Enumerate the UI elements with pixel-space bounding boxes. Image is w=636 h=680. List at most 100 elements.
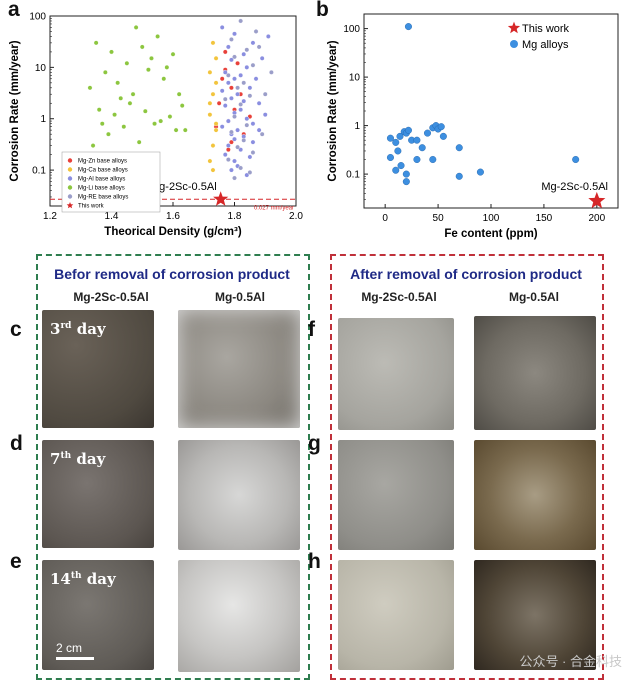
legend-symbol	[67, 194, 73, 199]
data-point	[232, 114, 237, 120]
data-point	[179, 103, 185, 109]
annotation-label: Mg-2Sc-0.5Al	[541, 181, 608, 193]
y-tick-label: 100	[29, 12, 46, 23]
data-point	[225, 147, 231, 153]
photo-c-mg05al	[178, 310, 300, 428]
data-point	[253, 29, 259, 34]
col-head-right-1: Mg-2Sc-0.5Al	[361, 290, 437, 304]
data-point	[418, 144, 426, 152]
data-point	[216, 100, 222, 106]
data-point	[219, 24, 225, 30]
data-point	[93, 40, 99, 46]
legend-entry: Mg-Ca base alloys	[78, 168, 128, 174]
legend-entry: Mg-Li base alloys	[78, 186, 125, 192]
data-point	[402, 170, 410, 178]
data-point	[394, 147, 402, 155]
data-point	[145, 67, 151, 73]
data-point	[213, 55, 219, 61]
data-point	[229, 167, 234, 173]
data-point	[106, 131, 111, 137]
photo-h-mg05al	[474, 560, 596, 670]
data-point	[232, 31, 237, 37]
data-point	[235, 127, 240, 133]
data-point	[229, 37, 234, 42]
data-point	[173, 127, 179, 133]
data-point	[222, 49, 228, 55]
data-point	[256, 127, 262, 133]
data-point	[235, 144, 240, 150]
data-point	[244, 122, 250, 128]
data-point	[262, 91, 268, 97]
data-point	[253, 76, 259, 82]
data-point	[210, 143, 216, 148]
data-point	[238, 107, 244, 113]
photo-g-mg2sc	[338, 440, 454, 550]
data-point	[87, 85, 93, 91]
panel-label-h: h	[308, 550, 321, 573]
data-point	[219, 88, 225, 94]
data-point	[232, 175, 237, 181]
legend-symbol	[67, 167, 73, 172]
x-tick-label: 150	[536, 213, 553, 224]
data-point	[229, 139, 234, 145]
x-tick-label: 200	[588, 213, 605, 224]
y-axis-label: Corrosion Rate (mm/year)	[9, 40, 21, 181]
data-point	[229, 129, 234, 135]
y-tick-label: 1	[354, 121, 360, 132]
y-tick-label: 10	[349, 73, 361, 84]
x-tick-label: 0	[382, 213, 388, 224]
data-point	[142, 108, 148, 114]
data-point	[118, 95, 124, 101]
data-point	[250, 139, 256, 145]
panel-label-f: f	[308, 318, 315, 341]
data-point	[167, 114, 173, 120]
data-point-star	[213, 191, 229, 206]
data-point	[139, 44, 145, 50]
photo-h-mg2sc	[338, 560, 454, 670]
data-point	[109, 49, 114, 55]
data-point	[225, 143, 231, 148]
photo-d-mg05al	[178, 440, 300, 550]
data-point	[164, 64, 170, 70]
data-point	[386, 134, 394, 142]
data-point	[250, 150, 256, 155]
data-point	[158, 118, 164, 124]
photo-d-mg2sc: 7th day	[42, 440, 154, 548]
data-point	[396, 132, 404, 140]
legend-entry: Mg-RE base alloys	[78, 195, 128, 201]
data-point	[207, 69, 213, 75]
chart-a: 0.027 mm/year 1.2 1.4 1.6 1.8 2.0 0.1 1 10 100 The…	[9, 12, 303, 239]
legend-box	[506, 16, 606, 54]
photo-f-mg05al	[474, 316, 596, 430]
data-point	[133, 24, 139, 30]
data-point	[455, 144, 463, 152]
reference-line-label: 0.027 mm/year	[254, 205, 294, 211]
day-label-d: 7th day	[50, 450, 106, 468]
data-point	[232, 54, 237, 60]
data-point	[244, 47, 250, 53]
data-point	[232, 158, 237, 164]
y-tick-label: 1	[40, 114, 46, 125]
panel-label-a: a	[8, 0, 20, 21]
data-point	[210, 91, 216, 97]
legend-entry: This work	[522, 23, 570, 35]
data-point	[235, 60, 240, 66]
data-point	[268, 69, 274, 75]
right-dashed-frame	[330, 254, 604, 680]
panel-label-e: e	[10, 550, 22, 573]
data-point	[99, 121, 105, 127]
data-point	[397, 162, 405, 170]
data-point	[572, 155, 580, 163]
photo-g-mg05al	[474, 440, 596, 550]
data-point	[437, 123, 445, 131]
x-tick-label: 2.0	[289, 211, 303, 222]
y-tick-label: 0.1	[32, 166, 46, 177]
y-axis-label: Corrosion Rate (mm/year)	[327, 40, 339, 181]
data-point	[238, 18, 244, 24]
legend-symbol	[67, 158, 73, 163]
data-point	[413, 136, 421, 144]
data-point	[152, 121, 157, 127]
data-point	[235, 85, 240, 91]
data-point	[235, 91, 240, 97]
data-point	[207, 112, 213, 118]
